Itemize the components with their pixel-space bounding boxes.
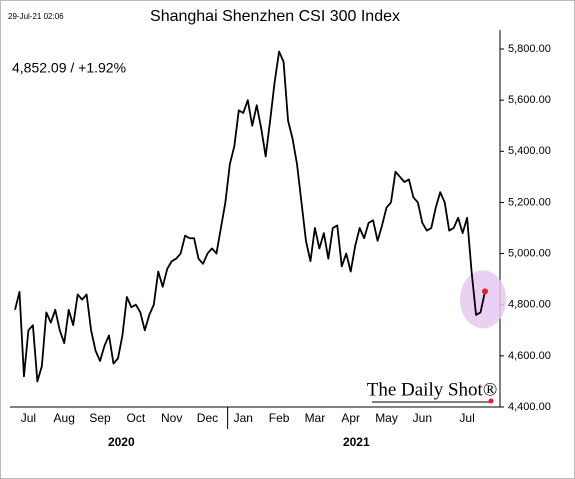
x-tick-label: Aug [54,411,75,425]
x-tick-label: Apr [341,411,360,425]
price-line [14,50,486,383]
x-tick-label: Jan [234,411,253,425]
last-point [482,288,488,295]
y-tick-label: 4,800.00 [508,299,551,311]
timestamp: 29-Jul-21 02:06 [8,12,64,21]
x-tick-label: Jul [459,411,474,425]
y-tick-label: 5,200.00 [508,196,551,208]
x-tick-label: May [375,411,398,425]
y-tick-label: 5,400.00 [508,145,551,157]
x-tick-label: Dec [197,411,218,425]
y-tick-label: 5,600.00 [508,94,551,106]
x-tick-label: Sep [89,411,111,425]
logo-dot [488,398,494,404]
year-label: 2020 [108,435,135,449]
x-tick-label: Jul [21,411,36,425]
x-tick-label: Oct [127,411,146,425]
x-tick-label: Mar [305,411,326,425]
chart-title: Shanghai Shenzhen CSI 300 Index [150,8,400,25]
y-tick-label: 5,000.00 [508,247,551,259]
x-tick-label: Feb [269,411,290,425]
y-tick-label: 4,400.00 [508,401,551,413]
x-tick-label: Jun [413,411,432,425]
annotation: 4,852.09 / +1.92% [12,60,126,76]
y-tick-label: 4,600.00 [508,350,551,362]
source: The Daily Shot® [367,379,498,400]
y-tick-label: 5,800.00 [508,43,551,55]
x-tick-label: Nov [161,411,182,425]
year-label: 2021 [343,435,370,449]
